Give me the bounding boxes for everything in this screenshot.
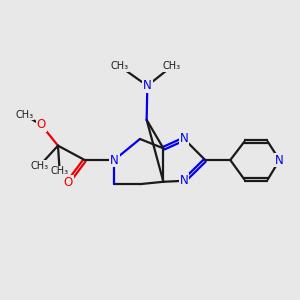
Text: CH₃: CH₃ [51, 166, 69, 176]
Text: CH₃: CH₃ [163, 61, 181, 71]
Text: O: O [37, 118, 46, 131]
Text: N: N [110, 154, 118, 166]
Text: N: N [143, 79, 152, 92]
Text: CH₃: CH₃ [16, 110, 34, 120]
Text: CH₃: CH₃ [111, 61, 129, 71]
Text: N: N [180, 133, 188, 146]
Text: N: N [275, 154, 284, 166]
Text: CH₃: CH₃ [31, 161, 49, 171]
Text: O: O [63, 176, 73, 189]
Text: N: N [180, 174, 188, 187]
